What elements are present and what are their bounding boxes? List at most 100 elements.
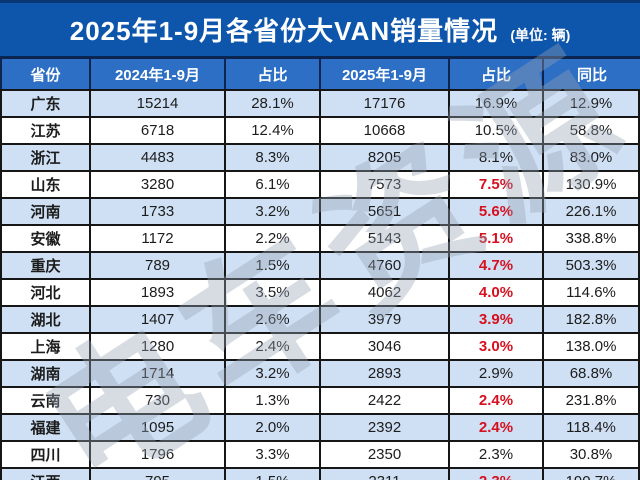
cell-sales-2025: 3979 <box>321 307 450 332</box>
cell-sales-2024: 6718 <box>91 118 226 143</box>
cell-sales-2025: 2311 <box>321 469 450 480</box>
cell-share-2024: 3.3% <box>226 442 321 467</box>
cell-share-2025: 8.1% <box>450 145 544 170</box>
table-row: 云南 730 1.3% 2422 2.4% 231.8% <box>0 388 640 415</box>
cell-share-2025: 4.0% <box>450 280 544 305</box>
cell-share-2025: 5.1% <box>450 226 544 251</box>
cell-share-2024: 2.2% <box>226 226 321 251</box>
table-row: 四川 1796 3.3% 2350 2.3% 30.8% <box>0 442 640 469</box>
cell-sales-2025: 2392 <box>321 415 450 440</box>
cell-share-2025: 3.9% <box>450 307 544 332</box>
cell-province: 河北 <box>0 280 91 305</box>
column-header-sales-2025: 2025年1-9月 <box>321 59 450 89</box>
cell-sales-2024: 1796 <box>91 442 226 467</box>
cell-yoy: 138.0% <box>544 334 640 359</box>
cell-sales-2024: 3280 <box>91 172 226 197</box>
cell-province: 江西 <box>0 469 91 480</box>
table-row: 福建 1095 2.0% 2392 2.4% 118.4% <box>0 415 640 442</box>
table-row: 安徽 1172 2.2% 5143 5.1% 338.8% <box>0 226 640 253</box>
cell-share-2024: 3.2% <box>226 199 321 224</box>
table-body: 广东 15214 28.1% 17176 16.9% 12.9% 江苏 6718 12.4% 10… <box>0 91 640 480</box>
table-row: 河南 1733 3.2% 5651 5.6% 226.1% <box>0 199 640 226</box>
table-row: 江苏 6718 12.4% 10668 10.5% 58.8% <box>0 118 640 145</box>
cell-yoy: 12.9% <box>544 91 640 116</box>
cell-yoy: 118.4% <box>544 415 640 440</box>
cell-share-2025: 2.3% <box>450 469 544 480</box>
table-row: 湖南 1714 3.2% 2893 2.9% 68.8% <box>0 361 640 388</box>
cell-sales-2024: 730 <box>91 388 226 413</box>
cell-share-2025: 10.5% <box>450 118 544 143</box>
cell-share-2025: 2.9% <box>450 361 544 386</box>
cell-sales-2025: 5143 <box>321 226 450 251</box>
cell-share-2025: 3.0% <box>450 334 544 359</box>
cell-sales-2025: 5651 <box>321 199 450 224</box>
cell-province: 湖南 <box>0 361 91 386</box>
cell-share-2024: 1.5% <box>226 253 321 278</box>
table-row: 江西7951.5%23112.3%190.7% <box>0 469 640 480</box>
column-header-share-2025: 占比 <box>450 59 544 89</box>
cell-yoy: 68.8% <box>544 361 640 386</box>
cell-sales-2024: 789 <box>91 253 226 278</box>
cell-sales-2025: 17176 <box>321 91 450 116</box>
cell-sales-2025: 4062 <box>321 280 450 305</box>
cell-sales-2024: 15214 <box>91 91 226 116</box>
cell-province: 浙江 <box>0 145 91 170</box>
cell-sales-2025: 3046 <box>321 334 450 359</box>
cell-province: 四川 <box>0 442 91 467</box>
cell-share-2024: 8.3% <box>226 145 321 170</box>
cell-province: 安徽 <box>0 226 91 251</box>
page-title: 2025年1-9月各省份大VAN销量情况 (单位: 辆) <box>70 11 571 48</box>
cell-province: 湖北 <box>0 307 91 332</box>
cell-share-2025: 5.6% <box>450 199 544 224</box>
cell-sales-2025: 10668 <box>321 118 450 143</box>
cell-share-2024: 2.0% <box>226 415 321 440</box>
cell-share-2024: 2.6% <box>226 307 321 332</box>
cell-sales-2024: 4483 <box>91 145 226 170</box>
cell-share-2025: 2.4% <box>450 388 544 413</box>
cell-province: 云南 <box>0 388 91 413</box>
cell-yoy: 30.8% <box>544 442 640 467</box>
cell-share-2024: 1.3% <box>226 388 321 413</box>
cell-share-2024: 6.1% <box>226 172 321 197</box>
column-header-share-2024: 占比 <box>226 59 321 89</box>
cell-share-2024: 3.2% <box>226 361 321 386</box>
cell-sales-2025: 2422 <box>321 388 450 413</box>
cell-share-2024: 2.4% <box>226 334 321 359</box>
cell-province: 广东 <box>0 91 91 116</box>
cell-yoy: 338.8% <box>544 226 640 251</box>
cell-share-2025: 2.4% <box>450 415 544 440</box>
cell-sales-2024: 1893 <box>91 280 226 305</box>
cell-province: 山东 <box>0 172 91 197</box>
cell-sales-2024: 1172 <box>91 226 226 251</box>
page-title-unit: (单位: 辆) <box>510 27 571 43</box>
cell-sales-2025: 2350 <box>321 442 450 467</box>
cell-sales-2024: 1280 <box>91 334 226 359</box>
table-row: 浙江 4483 8.3% 8205 8.1% 83.0% <box>0 145 640 172</box>
cell-yoy: 130.9% <box>544 172 640 197</box>
table-row: 山东 3280 6.1% 7573 7.5% 130.9% <box>0 172 640 199</box>
cell-share-2024: 3.5% <box>226 280 321 305</box>
cell-sales-2025: 8205 <box>321 145 450 170</box>
column-header-province: 省份 <box>0 59 91 89</box>
cell-yoy: 503.3% <box>544 253 640 278</box>
table-row: 上海 1280 2.4% 3046 3.0% 138.0% <box>0 334 640 361</box>
cell-sales-2025: 7573 <box>321 172 450 197</box>
cell-province: 重庆 <box>0 253 91 278</box>
cell-sales-2025: 2893 <box>321 361 450 386</box>
column-header-sales-2024: 2024年1-9月 <box>91 59 226 89</box>
page-title-text: 2025年1-9月各省份大VAN销量情况 <box>69 16 499 46</box>
cell-sales-2024: 795 <box>91 469 226 480</box>
cell-province: 江苏 <box>0 118 91 143</box>
table-row: 广东 15214 28.1% 17176 16.9% 12.9% <box>0 91 640 118</box>
cell-yoy: 58.8% <box>544 118 640 143</box>
cell-share-2025: 16.9% <box>450 91 544 116</box>
sales-table: 省份 2024年1-9月 占比 2025年1-9月 占比 同比 广东 15214 2… <box>0 56 640 480</box>
table-row: 湖北 1407 2.6% 3979 3.9% 182.8% <box>0 307 640 334</box>
cell-yoy: 182.8% <box>544 307 640 332</box>
cell-yoy: 83.0% <box>544 145 640 170</box>
table-row: 重庆 789 1.5% 4760 4.7% 503.3% <box>0 253 640 280</box>
cell-province: 福建 <box>0 415 91 440</box>
table-row: 河北 1893 3.5% 4062 4.0% 114.6% <box>0 280 640 307</box>
table-header-row: 省份 2024年1-9月 占比 2025年1-9月 占比 同比 <box>0 56 640 91</box>
cell-province: 河南 <box>0 199 91 224</box>
